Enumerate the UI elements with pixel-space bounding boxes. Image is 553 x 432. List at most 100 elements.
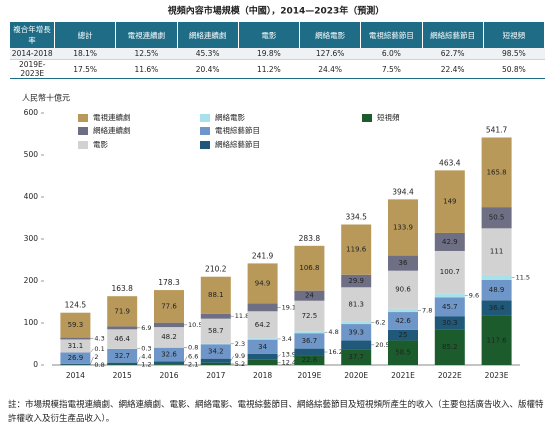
bar-segment (107, 362, 138, 365)
y-axis-label: 人民幣十億元 (22, 93, 70, 103)
bar-segment (434, 316, 465, 330)
value-label: 11.8 (235, 312, 249, 320)
bar-segment (341, 340, 372, 350)
value-label: 26.9 (68, 354, 84, 362)
value-label: 88.1 (208, 291, 224, 299)
value-label: 22.8 (302, 356, 318, 364)
table-header-cell: 電視綜藝節目 (360, 22, 423, 48)
table-cell: 62.7% (422, 48, 484, 60)
value-label: 1.2 (141, 361, 151, 369)
table-row: 2019E-2023E 17.5% 11.6% 20.4% 11.2% 24.4% 7.5%… (10, 59, 545, 79)
bar-segment (294, 300, 325, 332)
y-tick-label: 200 (24, 276, 39, 285)
value-label: 45.7 (442, 303, 458, 311)
bar-segment (434, 250, 465, 294)
bar-segment (60, 363, 91, 365)
bar-segment (481, 315, 512, 365)
value-label: 149 (443, 198, 456, 206)
bar-segment (247, 303, 278, 312)
value-label: 59.3 (68, 321, 84, 329)
value-label: 71.9 (114, 307, 130, 315)
bar-segment (481, 279, 512, 301)
total-label: 178.3 (158, 278, 180, 287)
table-cell: 12.5% (115, 48, 177, 60)
table-header-cell: 網絡綜藝節目 (422, 22, 484, 48)
value-label: 58.5 (395, 349, 411, 357)
value-label: 81.3 (348, 300, 364, 308)
value-label: 29.9 (348, 277, 364, 285)
bar-segment (434, 297, 465, 317)
value-label: 77.6 (161, 302, 177, 310)
bar-segment (481, 228, 512, 275)
total-label: 283.8 (299, 234, 321, 243)
bar-segment (481, 137, 512, 208)
legend-label: 短視頻 (377, 112, 400, 122)
bar-segment (294, 355, 325, 365)
x-tick-label: 2018 (253, 371, 272, 380)
value-label: 94.9 (255, 279, 271, 287)
table-cell: 127.6% (299, 48, 361, 60)
value-label: 6.9 (141, 324, 151, 332)
value-label: 36.4 (489, 304, 505, 312)
bar-segment (341, 321, 372, 325)
table-cell: 50.8% (483, 59, 545, 79)
bar-segment (481, 207, 512, 229)
label-leader (136, 356, 141, 364)
bar-segment (200, 313, 231, 319)
table-cell: 18.1% (54, 48, 116, 60)
legend-label: 電視綜藝節目 (215, 125, 260, 135)
value-label: 30.3 (442, 319, 458, 327)
value-label: 34 (258, 343, 267, 351)
value-label: 16.2 (328, 348, 342, 356)
value-label: 11.5 (516, 273, 530, 281)
value-label: 58.7 (208, 327, 224, 335)
value-label: 90.6 (395, 286, 411, 294)
total-label: 210.2 (205, 265, 227, 274)
value-label: 19.1 (282, 303, 296, 311)
table-cell: 6.0% (360, 48, 422, 60)
table-cell: 98.5% (483, 48, 545, 60)
total-label: 394.4 (392, 187, 414, 196)
label-leader (230, 355, 235, 361)
bar-segment (434, 232, 465, 251)
value-label: 42.6 (395, 317, 411, 325)
value-label: 24 (305, 292, 314, 300)
x-tick-label: 2014 (66, 371, 85, 380)
table-cell: 7.5% (360, 59, 422, 79)
total-label: 163.8 (111, 284, 133, 293)
bar-segment (247, 338, 278, 340)
value-label: 4.8 (328, 328, 338, 336)
table-cell: 17.5% (54, 59, 116, 79)
value-label: 12.4 (282, 358, 296, 366)
value-label: 0.1 (94, 345, 104, 353)
table-cell: 19.8% (238, 48, 300, 60)
value-label: 25 (399, 331, 408, 339)
value-label: 4.4 (141, 353, 151, 361)
bar-segment (60, 312, 91, 338)
value-label: 48.9 (489, 286, 505, 294)
legend-swatch (200, 114, 210, 122)
legend-swatch (362, 114, 372, 122)
value-label: 2 (94, 353, 98, 361)
value-label: 133.9 (393, 223, 413, 231)
bar-segment (434, 170, 465, 233)
bar-segment (200, 343, 231, 345)
value-label: 2.1 (188, 361, 198, 369)
label-leader (183, 356, 188, 363)
value-label: 13.9 (282, 350, 296, 358)
legend-label: 電視連續劇 (93, 112, 131, 122)
legend-swatch (78, 114, 88, 122)
bar-segment (247, 359, 278, 365)
footnote: 註：市場規模指電視連續劇、網絡連續劇、電影、網絡電影、電視綜藝節目、網絡綜藝節目… (8, 400, 544, 424)
bar-segment (107, 296, 138, 327)
table-cell: 45.3% (177, 48, 239, 60)
legend-swatch (200, 127, 210, 135)
table-header-cell: 網絡連續劇 (177, 22, 239, 48)
bar-segment (481, 274, 512, 280)
value-label: 64.2 (255, 321, 271, 329)
bar-segment (341, 349, 372, 365)
bar-segment (154, 364, 184, 365)
bar-segment (107, 364, 138, 365)
value-label: 117.6 (487, 336, 508, 344)
